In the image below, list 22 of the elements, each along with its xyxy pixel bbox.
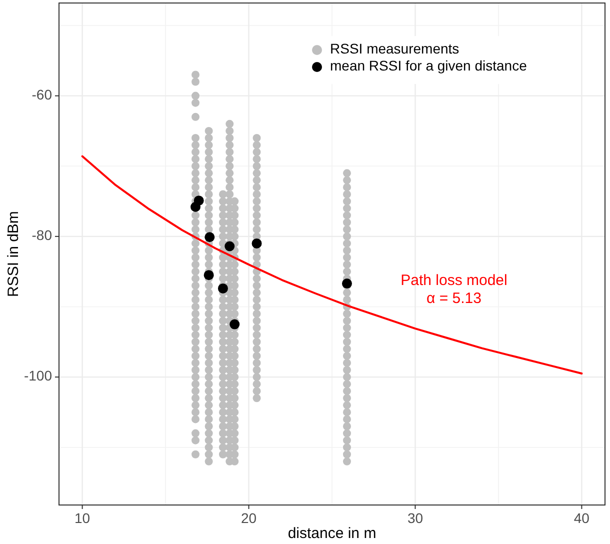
annotation: Path loss model <box>400 272 508 289</box>
x-tick-label: 40 <box>574 510 590 526</box>
annotation: α = 5.13 <box>426 290 482 307</box>
line-series <box>81 155 583 375</box>
point <box>230 319 240 330</box>
point <box>224 241 235 252</box>
point <box>218 283 228 294</box>
y-tick-label: -100 <box>24 368 52 384</box>
y-tick-label: -60 <box>32 86 52 103</box>
legend-label: RSSI measurements <box>330 40 460 57</box>
x-axis-title: distance in m <box>288 525 376 542</box>
x-tick-label: 20 <box>240 510 257 526</box>
point <box>252 238 262 248</box>
point <box>194 196 204 206</box>
y-tick-label: -80 <box>32 227 52 244</box>
point <box>204 232 215 242</box>
y-axis-title: RSSI in dBm <box>5 211 22 297</box>
legend-label: mean RSSI for a given distance <box>330 58 528 74</box>
point <box>342 278 352 289</box>
point <box>204 270 214 280</box>
x-tick-label: 30 <box>407 510 424 526</box>
x-tick-label: 10 <box>74 510 90 526</box>
